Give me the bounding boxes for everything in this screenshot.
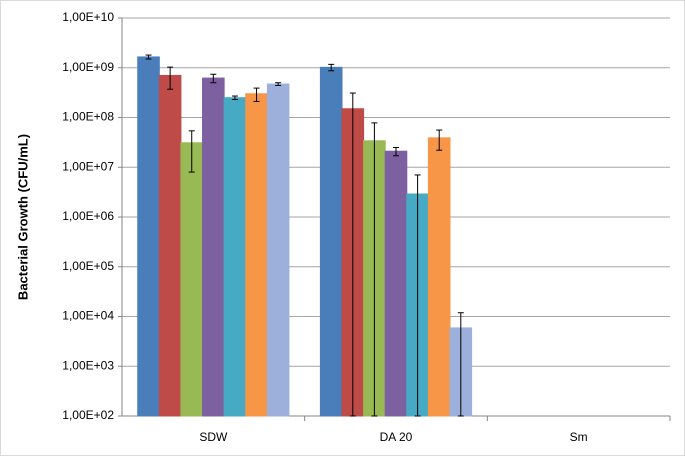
bar: [137, 56, 160, 417]
x-tick-label: Sm: [570, 430, 588, 444]
bar: [158, 74, 182, 417]
y-axis-label: Bacterial Growth (CFU/mL): [15, 134, 30, 300]
error-bar: [349, 92, 356, 417]
y-tick-label: 1,00E+02: [62, 408, 114, 422]
error-bar: [253, 87, 260, 102]
error-bar: [275, 82, 282, 86]
x-tick-label: SDW: [199, 430, 228, 444]
error-bar: [436, 129, 443, 151]
bar: [319, 66, 343, 417]
error-bar: [457, 312, 464, 417]
bar: [202, 77, 225, 417]
bar: [245, 93, 268, 417]
error-bar: [145, 54, 152, 60]
y-tick-label: 1,00E+09: [62, 60, 114, 74]
y-tick-label: 1,00E+06: [62, 209, 114, 223]
y-tick-label: 1,00E+08: [62, 110, 114, 124]
error-bar: [328, 63, 335, 72]
bar: [180, 142, 204, 417]
y-tick-label: 1,00E+05: [62, 259, 114, 273]
y-tick-label: 1,00E+07: [62, 159, 114, 173]
error-bar: [210, 73, 217, 84]
x-tick-label: DA 20: [380, 430, 413, 444]
error-bar: [167, 66, 174, 90]
bar: [223, 97, 247, 417]
error-bar: [231, 95, 238, 101]
error-bar: [188, 130, 195, 173]
bar: [427, 137, 451, 417]
error-bar: [371, 122, 378, 417]
y-tick-label: 1,00E+03: [62, 358, 114, 372]
bar: [384, 150, 408, 417]
error-bar: [414, 174, 421, 417]
y-tick-label: 1,00E+04: [62, 309, 114, 323]
y-tick-label: 1,00E+10: [62, 10, 114, 24]
bar: [266, 83, 290, 417]
error-bar: [393, 146, 399, 157]
